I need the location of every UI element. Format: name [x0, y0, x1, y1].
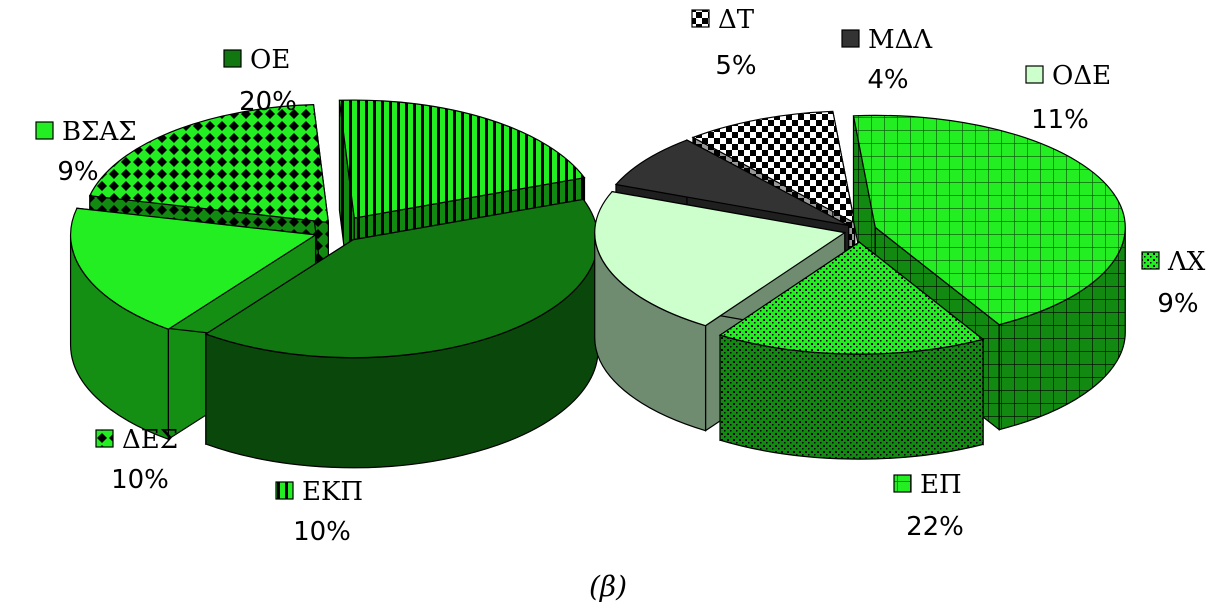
slice-value-ΟΕ: 20%: [239, 87, 297, 117]
legend-swatch-ΟΕ: [223, 49, 242, 68]
legend-swatch-ΔΤ: [691, 9, 710, 28]
slice-label-ΒΣΑΣ: ΒΣΑΣ: [62, 117, 137, 147]
slice-value-ΛΧ: 9%: [1157, 289, 1198, 319]
legend-swatch-ΜΔΛ: [841, 29, 860, 48]
legend-swatch-ΟΔΕ: [1025, 65, 1044, 84]
slice-label-ΔΕΣ: ΔΕΣ: [122, 425, 178, 455]
pie-slice-ΟΕ: [204, 198, 599, 469]
slice-value-ΟΔΕ: 11%: [1031, 105, 1089, 135]
slice-label-ΛΧ: ΛΧ: [1167, 247, 1206, 277]
slice-label-ΟΔΕ: ΟΔΕ: [1052, 61, 1111, 91]
legend-swatch-ΔΕΣ: [95, 429, 114, 448]
slice-value-ΕΚΠ: 10%: [293, 517, 351, 547]
pie-slice-ΛΧ: [718, 240, 985, 460]
figure-caption: (β): [588, 570, 628, 603]
slice-label-ΜΔΛ: ΜΔΛ: [868, 25, 933, 55]
slice-label-ΕΠ: ΕΠ: [920, 470, 962, 500]
legend-swatch-ΕΚΠ: [275, 481, 294, 500]
slice-label-ΔΤ: ΔΤ: [718, 5, 755, 35]
legend-swatch-ΛΧ: [1141, 251, 1160, 270]
slice-label-ΕΚΠ: ΕΚΠ: [302, 477, 363, 507]
legend-swatch-ΕΠ: [893, 474, 912, 493]
slice-value-ΕΠ: 22%: [906, 512, 964, 542]
slice-value-ΔΕΣ: 10%: [111, 465, 169, 495]
slice-label-ΟΕ: ΟΕ: [250, 45, 290, 75]
slice-value-ΜΔΛ: 4%: [867, 65, 908, 95]
legend-swatch-ΒΣΑΣ: [35, 121, 54, 140]
slice-value-ΔΤ: 5%: [715, 51, 756, 81]
slice-value-ΒΣΑΣ: 9%: [57, 157, 98, 187]
